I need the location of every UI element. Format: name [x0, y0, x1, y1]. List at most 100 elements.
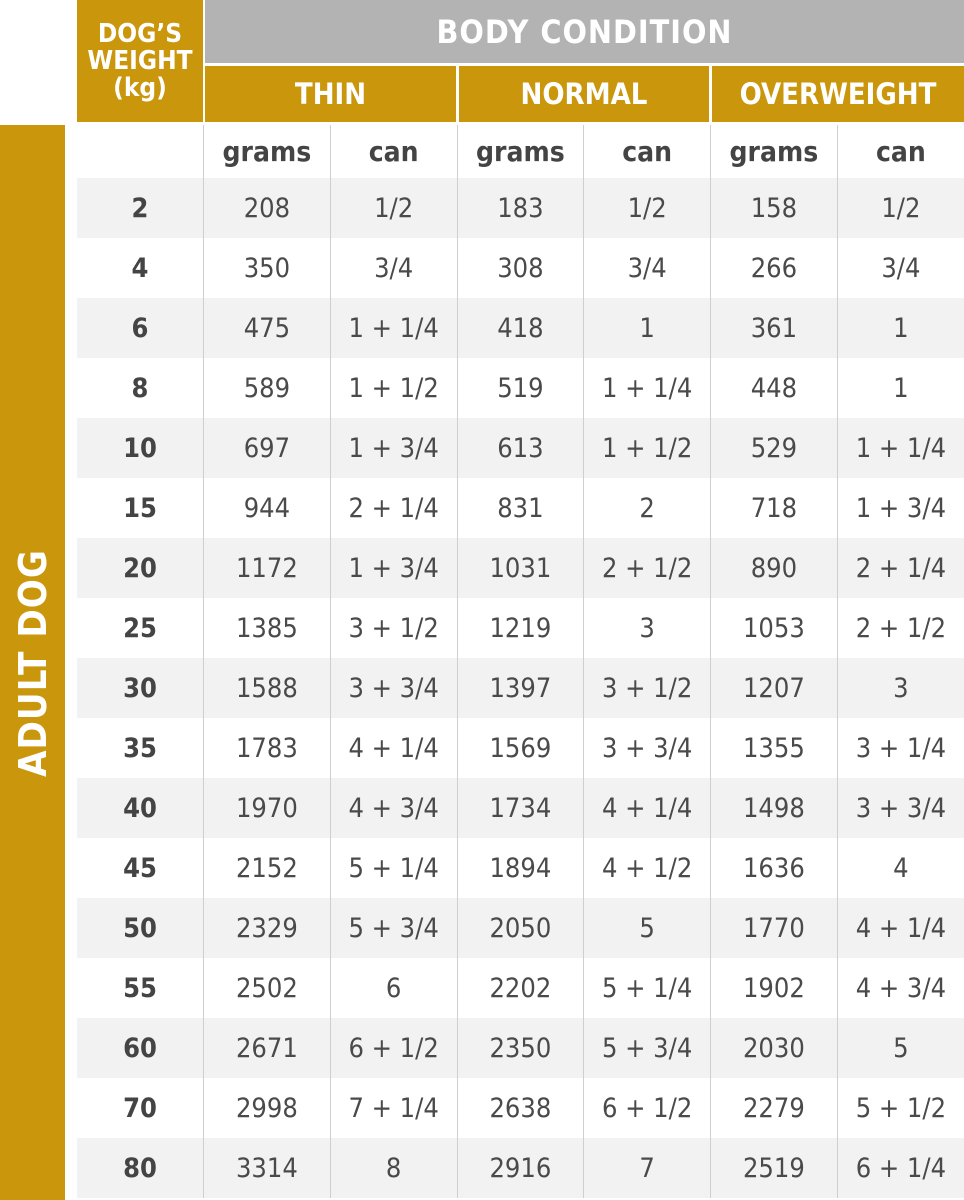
- weight-header-line: WEIGHT: [87, 45, 193, 76]
- weight-cell: 80: [77, 1138, 204, 1198]
- table-row: 45 2152 5 + 1/4 1894 4 + 1/2 1636 4: [77, 838, 964, 898]
- weight-cell: 40: [77, 778, 204, 838]
- can-cell: 1 + 1/4: [583, 358, 711, 418]
- grams-cell: 1031: [456, 538, 584, 598]
- grams-cell: 2329: [203, 898, 331, 958]
- can-cell: 3 + 3/4: [583, 718, 711, 778]
- grams-cell: 2050: [456, 898, 584, 958]
- can-cell: 1 + 3/4: [836, 478, 964, 538]
- can-cell: 1/2: [329, 178, 457, 238]
- grams-cell: 1894: [456, 838, 584, 898]
- weight-cell: 35: [123, 732, 157, 764]
- grams-cell: 2279: [710, 1078, 838, 1138]
- can-cell: 1 + 3/4: [329, 538, 457, 598]
- grams-cell: 2638: [456, 1078, 584, 1138]
- can-cell: 1 + 1/2: [583, 418, 711, 478]
- table-row: 80 3314 8 2916 7 2519 6 + 1/4: [77, 1138, 964, 1198]
- table-row: 55 2502 6 2202 5 + 1/4 1902 4 + 3/4: [77, 958, 964, 1018]
- grams-cell: 1734: [456, 778, 584, 838]
- can-cell: 4 + 1/4: [583, 778, 711, 838]
- grams-cell: 1397: [456, 658, 584, 718]
- table-row: 4 350 3/4 308 3/4 266 3/4: [77, 238, 964, 298]
- can-cell: 6 + 1/2: [583, 1078, 711, 1138]
- grams-cell: 2916: [456, 1138, 584, 1198]
- grams-cell: 2350: [456, 1018, 584, 1078]
- weight-cell: 20: [77, 538, 204, 598]
- can-cell: 3 + 1/2: [583, 658, 711, 718]
- grams-cell: 1219: [456, 598, 584, 658]
- table-row: 20 1172 1 + 3/4 1031 2 + 1/2 890 2 + 1/4: [77, 538, 964, 598]
- table-row: 6 475 1 + 1/4 418 1 361 1: [77, 298, 964, 358]
- grams-cell: 1588: [203, 658, 331, 718]
- adult-dog-label: ADULT DOG: [0, 125, 65, 1200]
- can-cell: 3: [836, 658, 964, 718]
- grams-cell: 2502: [203, 958, 331, 1018]
- can-cell: 3/4: [836, 238, 964, 298]
- can-cell: 1 + 1/4: [329, 298, 457, 358]
- grams-cell: 718: [710, 478, 838, 538]
- weight-header-line: DOG’S: [97, 18, 183, 49]
- weight-cell: 10: [77, 418, 204, 478]
- grams-cell: 475: [203, 298, 331, 358]
- grams-cell: 2030: [710, 1018, 838, 1078]
- header-cell: [77, 125, 204, 178]
- can-cell: 4 + 3/4: [836, 958, 964, 1018]
- grams-cell: 890: [710, 538, 838, 598]
- grams-cell: 3314: [203, 1138, 331, 1198]
- weight-cell: 15: [123, 492, 157, 524]
- adult-dog-text: ADULT DOG: [10, 548, 55, 777]
- weight-cell: 6: [77, 298, 204, 358]
- table-row: 25 1385 3 + 1/2 1219 3 1053 2 + 1/2: [77, 598, 964, 658]
- can-cell: 1/2: [836, 178, 964, 238]
- can-cell: 5: [836, 1018, 964, 1078]
- table-row: 35 1783 4 + 1/4 1569 3 + 3/4 1355 3 + 1/4: [77, 718, 964, 778]
- weight-cell: 70: [123, 1092, 157, 1124]
- grams-cell: 1783: [203, 718, 331, 778]
- grams-cell: 2671: [203, 1018, 331, 1078]
- table-row: 8 589 1 + 1/2 519 1 + 1/4 448 1: [77, 358, 964, 418]
- grams-cell: 1355: [710, 718, 838, 778]
- table-row: 15 944 2 + 1/4 831 2 718 1 + 3/4: [77, 478, 964, 538]
- can-cell: 1/2: [583, 178, 711, 238]
- can-cell: 2 + 1/4: [836, 538, 964, 598]
- can-cell: 1: [836, 358, 964, 418]
- weight-cell: 55: [123, 972, 157, 1004]
- table-row: 10 697 1 + 3/4 613 1 + 1/2 529 1 + 1/4: [77, 418, 964, 478]
- grams-cell: 697: [203, 418, 331, 478]
- can-cell: 4 + 3/4: [329, 778, 457, 838]
- header-cell: grams: [710, 125, 838, 178]
- table-row: 30 1588 3 + 3/4 1397 3 + 1/2 1207 3: [77, 658, 964, 718]
- grams-cell: 266: [710, 238, 838, 298]
- grams-cell: 350: [203, 238, 331, 298]
- grams-cell: 529: [710, 418, 838, 478]
- grams-cell: 1970: [203, 778, 331, 838]
- can-cell: 5 + 3/4: [329, 898, 457, 958]
- can-cell: 1 + 1/4: [836, 418, 964, 478]
- grams-cell: 2519: [710, 1138, 838, 1198]
- can-cell: 7 + 1/4: [329, 1078, 457, 1138]
- can-cell: 6 + 1/4: [836, 1138, 964, 1198]
- grams-cell: 1902: [710, 958, 838, 1018]
- can-cell: 4: [836, 838, 964, 898]
- grams-cell: 418: [456, 298, 584, 358]
- grams-cell: 1498: [710, 778, 838, 838]
- can-cell: 6: [329, 958, 457, 1018]
- can-cell: 3 + 3/4: [329, 658, 457, 718]
- grams-cell: 2202: [456, 958, 584, 1018]
- header-cell: can: [836, 125, 964, 178]
- grams-cell: 831: [456, 478, 584, 538]
- weight-cell: 60: [77, 1018, 204, 1078]
- can-cell: 4 + 1/4: [329, 718, 457, 778]
- weight-header: DOG’S WEIGHT (kg): [77, 0, 203, 122]
- can-cell: 3/4: [583, 238, 711, 298]
- grams-cell: 1636: [710, 838, 838, 898]
- can-cell: 3: [583, 598, 711, 658]
- grams-cell: 183: [456, 178, 584, 238]
- header-cell: grams: [456, 125, 584, 178]
- grams-cell: 1207: [710, 658, 838, 718]
- can-cell: 2 + 1/2: [836, 598, 964, 658]
- can-cell: 5 + 1/4: [329, 838, 457, 898]
- weight-cell: 2: [77, 178, 204, 238]
- can-cell: 2 + 1/2: [583, 538, 711, 598]
- weight-cell: 8: [131, 372, 149, 404]
